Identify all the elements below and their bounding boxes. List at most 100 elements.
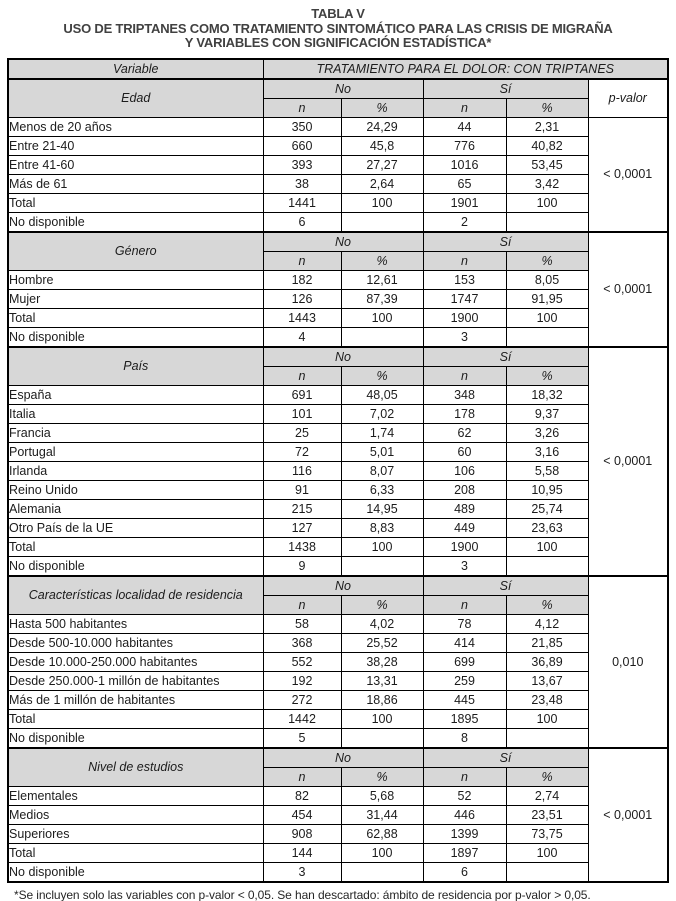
- table-row: Superiores 908 62,88 1399 73,75: [7, 823, 668, 844]
- cell-no-pct: 45,8: [340, 135, 424, 156]
- cell-si-n: 1747: [422, 288, 507, 309]
- row-label: Entre 41-60: [7, 154, 264, 175]
- cell-si-n: 445: [422, 689, 507, 710]
- cell-no-n: 272: [262, 689, 342, 710]
- cell-si-n: 3: [422, 555, 507, 576]
- cell-no-n: 126: [262, 288, 342, 309]
- cell-no-n: 215: [262, 498, 342, 519]
- cell-si-n: 65: [422, 173, 507, 194]
- cell-no-pct: 2,64: [340, 173, 424, 194]
- cell-si-pct: 40,82: [505, 135, 589, 156]
- cell-no-pct: 6,33: [340, 479, 424, 500]
- cell-no-n: 691: [262, 384, 342, 405]
- row-label: Más de 1 millón de habitantes: [7, 689, 264, 710]
- section-header-row: Nivel de estudios No Sí < 0,0001: [7, 746, 669, 882]
- table-caption-line-2: Y VARIABLES CON SIGNIFICACIÓN ESTADÍSTIC…: [184, 35, 492, 50]
- cell-si-n: 449: [422, 517, 507, 538]
- cell-no-n: 1442: [262, 708, 342, 729]
- si-pct-header: %: [505, 97, 589, 118]
- table-row: Elementales 82 5,68 52 2,74: [7, 785, 668, 806]
- cell-no-pct: 31,44: [340, 804, 424, 825]
- cell-no-pct: 12,61: [340, 269, 424, 290]
- cell-no-n: 660: [262, 135, 342, 156]
- row-label: No disponible: [7, 861, 264, 882]
- variable-column-header: Variable: [7, 58, 264, 79]
- table-row: Irlanda 116 8,07 106 5,58: [7, 460, 668, 481]
- cell-no-pct: 62,88: [340, 823, 424, 844]
- cell-no-pct: 38,28: [340, 651, 424, 672]
- si-pct-header: %: [505, 250, 589, 271]
- section-header-row: Características localidad de residencia N…: [7, 574, 669, 748]
- p-value: < 0,0001: [587, 116, 669, 232]
- cell-si-n: 78: [422, 613, 507, 634]
- table-row: Total 1438 100 1900 100: [7, 536, 668, 557]
- table-header-row: Variable TRATAMIENTO PARA EL DOLOR: CON …: [7, 58, 669, 79]
- cell-si-pct: 53,45: [505, 154, 589, 175]
- row-label: Alemania: [7, 498, 264, 519]
- cell-si-pct: 3,26: [505, 422, 589, 443]
- cell-no-n: 1438: [262, 536, 342, 557]
- cell-si-pct: 100: [505, 536, 589, 557]
- cell-si-pct: 91,95: [505, 288, 589, 309]
- cell-no-pct: [340, 211, 424, 232]
- table-row: Hombre 182 12,61 153 8,05: [7, 269, 668, 290]
- p-value: 0,010: [587, 574, 669, 748]
- cell-no-pct: 100: [340, 708, 424, 729]
- row-label: No disponible: [7, 555, 264, 576]
- table-row: Total 1443 100 1900 100: [7, 307, 668, 328]
- no-pct-header: %: [340, 766, 424, 787]
- row-label: Otro País de la UE: [7, 517, 264, 538]
- table-row: No disponible 4 3: [7, 326, 668, 347]
- cell-no-n: 3: [262, 861, 342, 882]
- row-label: Desde 500-10.000 habitantes: [7, 632, 264, 653]
- cell-no-pct: 24,29: [340, 116, 424, 137]
- si-n-header: n: [422, 97, 507, 118]
- no-pct-header: %: [340, 594, 424, 615]
- row-label: Total: [7, 192, 264, 213]
- row-label: Francia: [7, 422, 264, 443]
- cell-si-n: 1016: [422, 154, 507, 175]
- triptanes-table: Variable TRATAMIENTO PARA EL DOLOR: CON …: [7, 57, 670, 883]
- cell-no-n: 6: [262, 211, 342, 232]
- row-label: Italia: [7, 403, 264, 424]
- table-caption-line-1: USO DE TRIPTANES COMO TRATAMIENTO SINTOM…: [63, 20, 613, 36]
- table-row: Desde 250.000-1 millón de habitantes 192 1…: [7, 670, 668, 691]
- row-label: Medios: [7, 804, 264, 825]
- cell-si-n: 44: [422, 116, 507, 137]
- cell-si-n: 414: [422, 632, 507, 653]
- row-label: Desde 10.000-250.000 habitantes: [7, 651, 264, 672]
- cell-no-pct: 18,86: [340, 689, 424, 710]
- cell-si-n: 52: [422, 785, 507, 806]
- row-label: Mujer: [7, 288, 264, 309]
- cell-si-pct: 100: [505, 192, 589, 213]
- cell-si-pct: [505, 555, 589, 576]
- table-row: Medios 454 31,44 446 23,51: [7, 804, 668, 825]
- cell-si-pct: 23,51: [505, 804, 589, 825]
- table-row: Menos de 20 años 350 24,29 44 2,31 < 0,0001: [7, 116, 669, 232]
- no-pct-header: %: [340, 250, 424, 271]
- row-label: Portugal: [7, 441, 264, 462]
- si-group-header: Sí: [422, 746, 589, 768]
- cell-si-n: 699: [422, 651, 507, 672]
- cell-no-pct: 1,74: [340, 422, 424, 443]
- cell-no-n: 82: [262, 785, 342, 806]
- cell-no-pct: [340, 727, 424, 748]
- cell-si-pct: 100: [505, 842, 589, 863]
- cell-no-pct: 14,95: [340, 498, 424, 519]
- cell-no-pct: 100: [340, 842, 424, 863]
- p-value: < 0,0001: [587, 345, 669, 576]
- cell-no-n: 908: [262, 823, 342, 844]
- cell-si-pct: 9,37: [505, 403, 589, 424]
- section-header-row: Género No Sí < 0,0001: [7, 230, 669, 347]
- row-label: Total: [7, 842, 264, 863]
- row-label: Total: [7, 708, 264, 729]
- row-label: Reino Unido: [7, 479, 264, 500]
- cell-si-n: 208: [422, 479, 507, 500]
- cell-no-pct: 87,39: [340, 288, 424, 309]
- si-group-header: Sí: [422, 77, 589, 99]
- cell-si-n: 153: [422, 269, 507, 290]
- table-row: No disponible 9 3: [7, 555, 668, 576]
- cell-no-n: 552: [262, 651, 342, 672]
- cell-si-n: 1895: [422, 708, 507, 729]
- cell-no-pct: 100: [340, 536, 424, 557]
